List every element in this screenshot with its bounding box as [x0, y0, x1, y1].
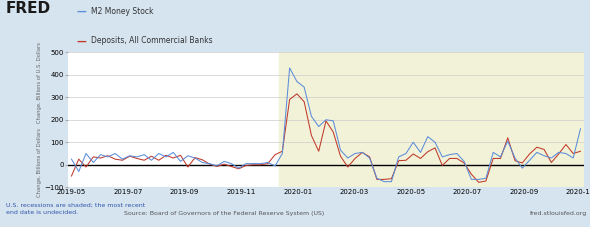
Text: FRED: FRED — [6, 1, 51, 16]
Text: —: — — [77, 36, 87, 46]
Text: M2 Money Stock: M2 Money Stock — [91, 7, 154, 16]
Text: Deposits, All Commercial Banks: Deposits, All Commercial Banks — [91, 36, 213, 45]
Y-axis label: Change, Billions of Dollars   Change, Billions of U.S. Dollars: Change, Billions of Dollars Change, Bill… — [37, 42, 41, 197]
Text: U.S. recessions are shaded; the most recent
end date is undecided.: U.S. recessions are shaded; the most rec… — [6, 203, 145, 215]
Text: fred.stlouisfed.org: fred.stlouisfed.org — [530, 211, 587, 216]
Text: —: — — [77, 7, 87, 17]
Bar — [278, 52, 584, 187]
Text: Source: Board of Governors of the Federal Reserve System (US): Source: Board of Governors of the Federa… — [124, 211, 325, 216]
